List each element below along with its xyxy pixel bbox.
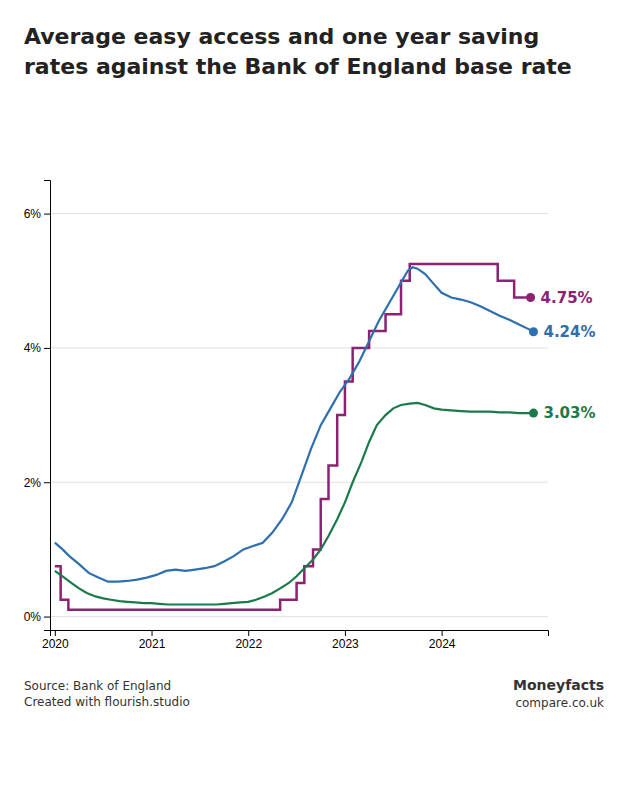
end-dot xyxy=(529,409,538,418)
grid-line xyxy=(50,616,548,617)
y-tick-mark xyxy=(44,617,50,618)
y-tick-label: 2% xyxy=(24,476,42,490)
y-axis-line xyxy=(44,181,51,631)
y-tick: 4% xyxy=(24,341,50,355)
x-axis: 2020 2021 2022 2023 2024 xyxy=(42,630,549,651)
y-tick-label: 4% xyxy=(24,341,42,355)
source-text: Created with flourish.studio xyxy=(24,695,190,709)
x-tick-label: 2022 xyxy=(235,637,262,651)
x-tick: 2022 xyxy=(235,630,262,651)
x-tick: 2024 xyxy=(429,630,456,651)
annotations: 4.75% 4.24% 3.03% xyxy=(541,289,596,423)
y-tick: 2% xyxy=(24,476,50,490)
step-line xyxy=(55,264,531,610)
y-tick-label: 6% xyxy=(24,207,42,221)
brand-text: Moneyfacts xyxy=(513,677,604,693)
y-tick-mark xyxy=(44,482,50,483)
end-dot xyxy=(526,293,535,302)
x-tick-mark xyxy=(248,630,249,636)
x-tick: 2020 xyxy=(42,630,69,651)
x-tick-mark xyxy=(152,630,153,636)
line xyxy=(55,267,534,581)
title-line: Average easy access and one year saving xyxy=(24,24,539,49)
y-tick-mark xyxy=(44,214,50,215)
grid-line xyxy=(50,347,548,348)
source: Source: Bank of England Created with flou… xyxy=(24,679,190,709)
x-tick-label: 2023 xyxy=(332,637,359,651)
y-tick-label: 0% xyxy=(24,610,42,624)
end-dot xyxy=(529,327,538,336)
x-tick: 2021 xyxy=(139,630,166,651)
x-axis-line xyxy=(51,631,549,637)
x-tick-mark xyxy=(442,630,443,636)
y-axis: 0% 2% 4% 6% xyxy=(24,181,51,631)
y-tick-mark xyxy=(44,348,50,349)
y-tick: 6% xyxy=(24,207,50,221)
marks xyxy=(55,264,538,610)
x-tick-label: 2020 xyxy=(42,637,69,651)
brand-text: compare.co.uk xyxy=(515,696,604,710)
title: Average easy access and one year saving r… xyxy=(24,24,572,79)
grid xyxy=(50,214,548,617)
brand: Moneyfacts compare.co.uk xyxy=(513,677,604,710)
end-label: 4.24% xyxy=(543,323,595,341)
line xyxy=(55,403,534,604)
end-label: 3.03% xyxy=(543,404,595,422)
x-tick-label: 2021 xyxy=(139,637,166,651)
x-tick: 2023 xyxy=(332,630,359,651)
title-line: rates against the Bank of England base r… xyxy=(24,54,572,79)
plot: 2020 2021 2022 2023 2024 0% 2% 4% 6% 4.75% 4.24% 3.… xyxy=(24,181,596,651)
end-label: 4.75% xyxy=(541,289,593,307)
y-tick: 0% xyxy=(24,610,50,624)
source-text: Source: Bank of England xyxy=(24,679,171,693)
x-tick-mark xyxy=(345,630,346,636)
chart: Average easy access and one year saving r… xyxy=(0,0,628,800)
grid-line xyxy=(50,213,548,214)
x-tick-mark xyxy=(55,630,56,636)
x-tick-label: 2024 xyxy=(429,637,456,651)
